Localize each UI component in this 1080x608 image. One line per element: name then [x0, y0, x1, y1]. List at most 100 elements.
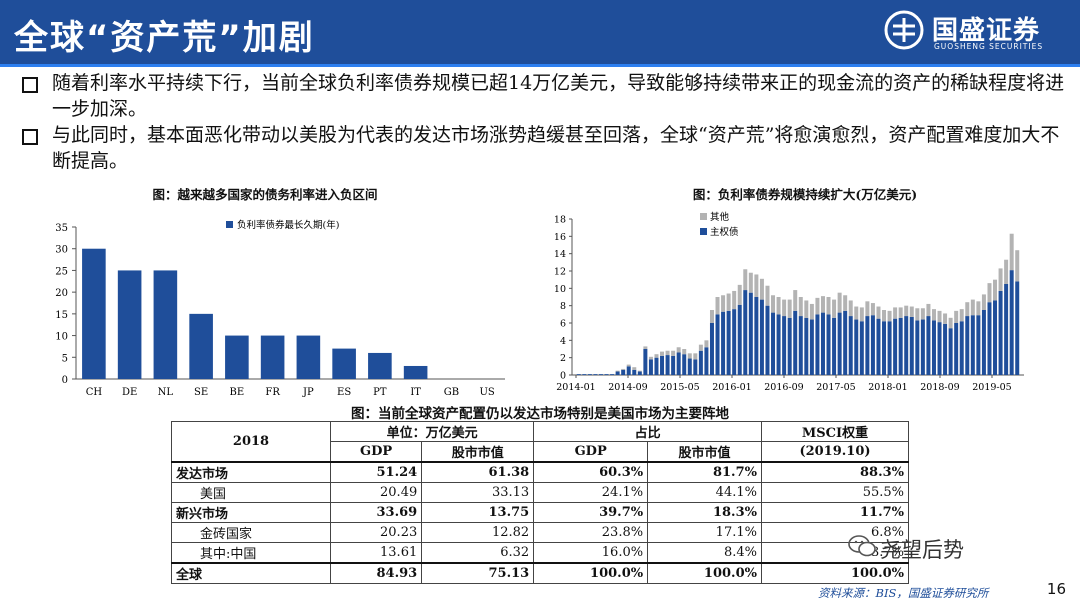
bar-sovereign [870, 315, 875, 375]
legend-label-other: 其他 [710, 211, 730, 223]
logo-name-en: GUOSHENG SECURITIES [934, 42, 1044, 51]
x-tick-label: IT [410, 387, 421, 398]
bar-sovereign [604, 374, 609, 375]
bar-other [615, 370, 620, 372]
bar-sovereign [598, 374, 603, 375]
bar-sovereign [621, 369, 626, 375]
bar-other [843, 295, 848, 311]
legend-label: 负利率债券最长久期(年) [237, 219, 339, 231]
header-msci: MSCI权重 [760, 421, 910, 442]
row-label: 发达市场 [171, 461, 331, 483]
bar-other [804, 300, 809, 318]
bar-other [904, 305, 909, 317]
bar-other [721, 295, 726, 312]
bullet-box-icon [22, 77, 38, 93]
bar-sovereign [987, 302, 992, 375]
x-tick-label: FR [265, 387, 280, 398]
wechat-icon [848, 535, 876, 557]
bar-sovereign [593, 374, 598, 375]
y-tick-label: 0 [560, 371, 566, 382]
y-tick-label: 18 [554, 215, 566, 226]
bar-sovereign [848, 316, 853, 375]
bar-other [837, 292, 842, 313]
bar-sovereign [632, 369, 637, 375]
bar [260, 335, 285, 379]
bar-sovereign [582, 374, 587, 375]
cell-gdp: 51.24 [329, 461, 423, 483]
bar-other [765, 285, 770, 306]
bar-other [954, 310, 959, 323]
y-tick-label: 4 [560, 336, 566, 347]
bar-other [1015, 250, 1020, 282]
left-bar-chart: 0 5 10 15 20 25 30 35 CH DE NL SE BE FR JP ES PT IT GB US 负利… [55, 219, 505, 398]
bar-sovereign [931, 320, 936, 375]
y-tick-label: 5 [62, 353, 68, 364]
bar-other [848, 300, 853, 317]
x-tick-label: DE [122, 387, 137, 398]
bar-other [909, 306, 914, 317]
cell-mktcap-share: 17.1% [647, 522, 762, 543]
x-tick-label: PT [373, 387, 387, 398]
slide-header: 全球“资产荒”加剧 国盛证券 GUOSHENG SECURITIES [0, 0, 1080, 67]
bar-other [632, 367, 637, 370]
header-mktcap: 股市市值 [421, 441, 535, 463]
bar-sovereign [654, 357, 659, 375]
table-row: 其中:中国 13.61 6.32 16.0% 8.4% 3.7% [171, 542, 910, 564]
y-tick-label: 0 [62, 375, 68, 386]
bar-sovereign [1004, 284, 1009, 375]
bar-other [987, 283, 992, 303]
bar-other [732, 290, 737, 310]
header-share-group: 占比 [533, 421, 762, 442]
cell-gdp-share: 39.7% [533, 502, 649, 523]
x-tick-label: 2018-09 [920, 382, 959, 393]
bullet-item: 随着利率水平持续下行，当前全球负利率债券规模已超14万亿美元，导致能够持续带来正… [20, 70, 1070, 122]
bar-other [898, 307, 903, 318]
cell-gdp-share: 24.1% [533, 482, 649, 503]
x-tick-label: 2014-01 [556, 382, 595, 393]
bar-other [870, 303, 875, 316]
bar-other [693, 353, 698, 360]
bar-sovereign [676, 352, 681, 375]
row-label: 金砖国家 [171, 522, 331, 543]
watermark: 尧望后势 [880, 538, 964, 562]
bar-sovereign [626, 366, 631, 375]
bar-sovereign [882, 321, 887, 375]
source-note: 资料来源：BIS，国盛证券研究所 [818, 586, 989, 600]
bar-sovereign [698, 350, 703, 375]
bar-sovereign [843, 310, 848, 375]
bar-sovereign [804, 317, 809, 375]
bar-other [865, 301, 870, 317]
bar-other [782, 299, 787, 317]
bar-other [915, 308, 920, 321]
table-title: 图：当前全球资产配置仍以发达市场特别是美国市场为主要阵地 [351, 406, 729, 422]
bar-other [787, 299, 792, 318]
bar-other [965, 302, 970, 317]
bar-other [776, 297, 781, 315]
bar-other [926, 303, 931, 317]
cell-gdp: 13.61 [329, 542, 423, 564]
y-tick-label: 12 [554, 267, 566, 278]
bar-other [809, 303, 814, 320]
logo-name-cn: 国盛证券 [932, 16, 1041, 46]
bar-other [698, 344, 703, 351]
row-label: 新兴市场 [171, 502, 331, 523]
cell-msci: 11.7% [760, 502, 910, 523]
bar-other [826, 297, 831, 315]
bar [189, 313, 213, 379]
bar-sovereign [815, 314, 820, 375]
legend-label-sovereign: 主权债 [710, 226, 739, 238]
bar-sovereign [771, 312, 776, 375]
y-tick-label: 14 [554, 249, 566, 260]
bar [82, 248, 106, 379]
bar-other [743, 269, 748, 291]
bar-sovereign [759, 299, 764, 375]
bar-sovereign [832, 317, 837, 375]
bar-sovereign [920, 319, 925, 375]
bar-sovereign [693, 359, 698, 375]
bar-sovereign [937, 322, 942, 375]
bar-other [621, 368, 626, 370]
legend-swatch-sovereign [700, 228, 707, 235]
y-tick-label: 20 [55, 288, 68, 299]
bar-other [793, 290, 798, 311]
bar-other [976, 301, 981, 316]
